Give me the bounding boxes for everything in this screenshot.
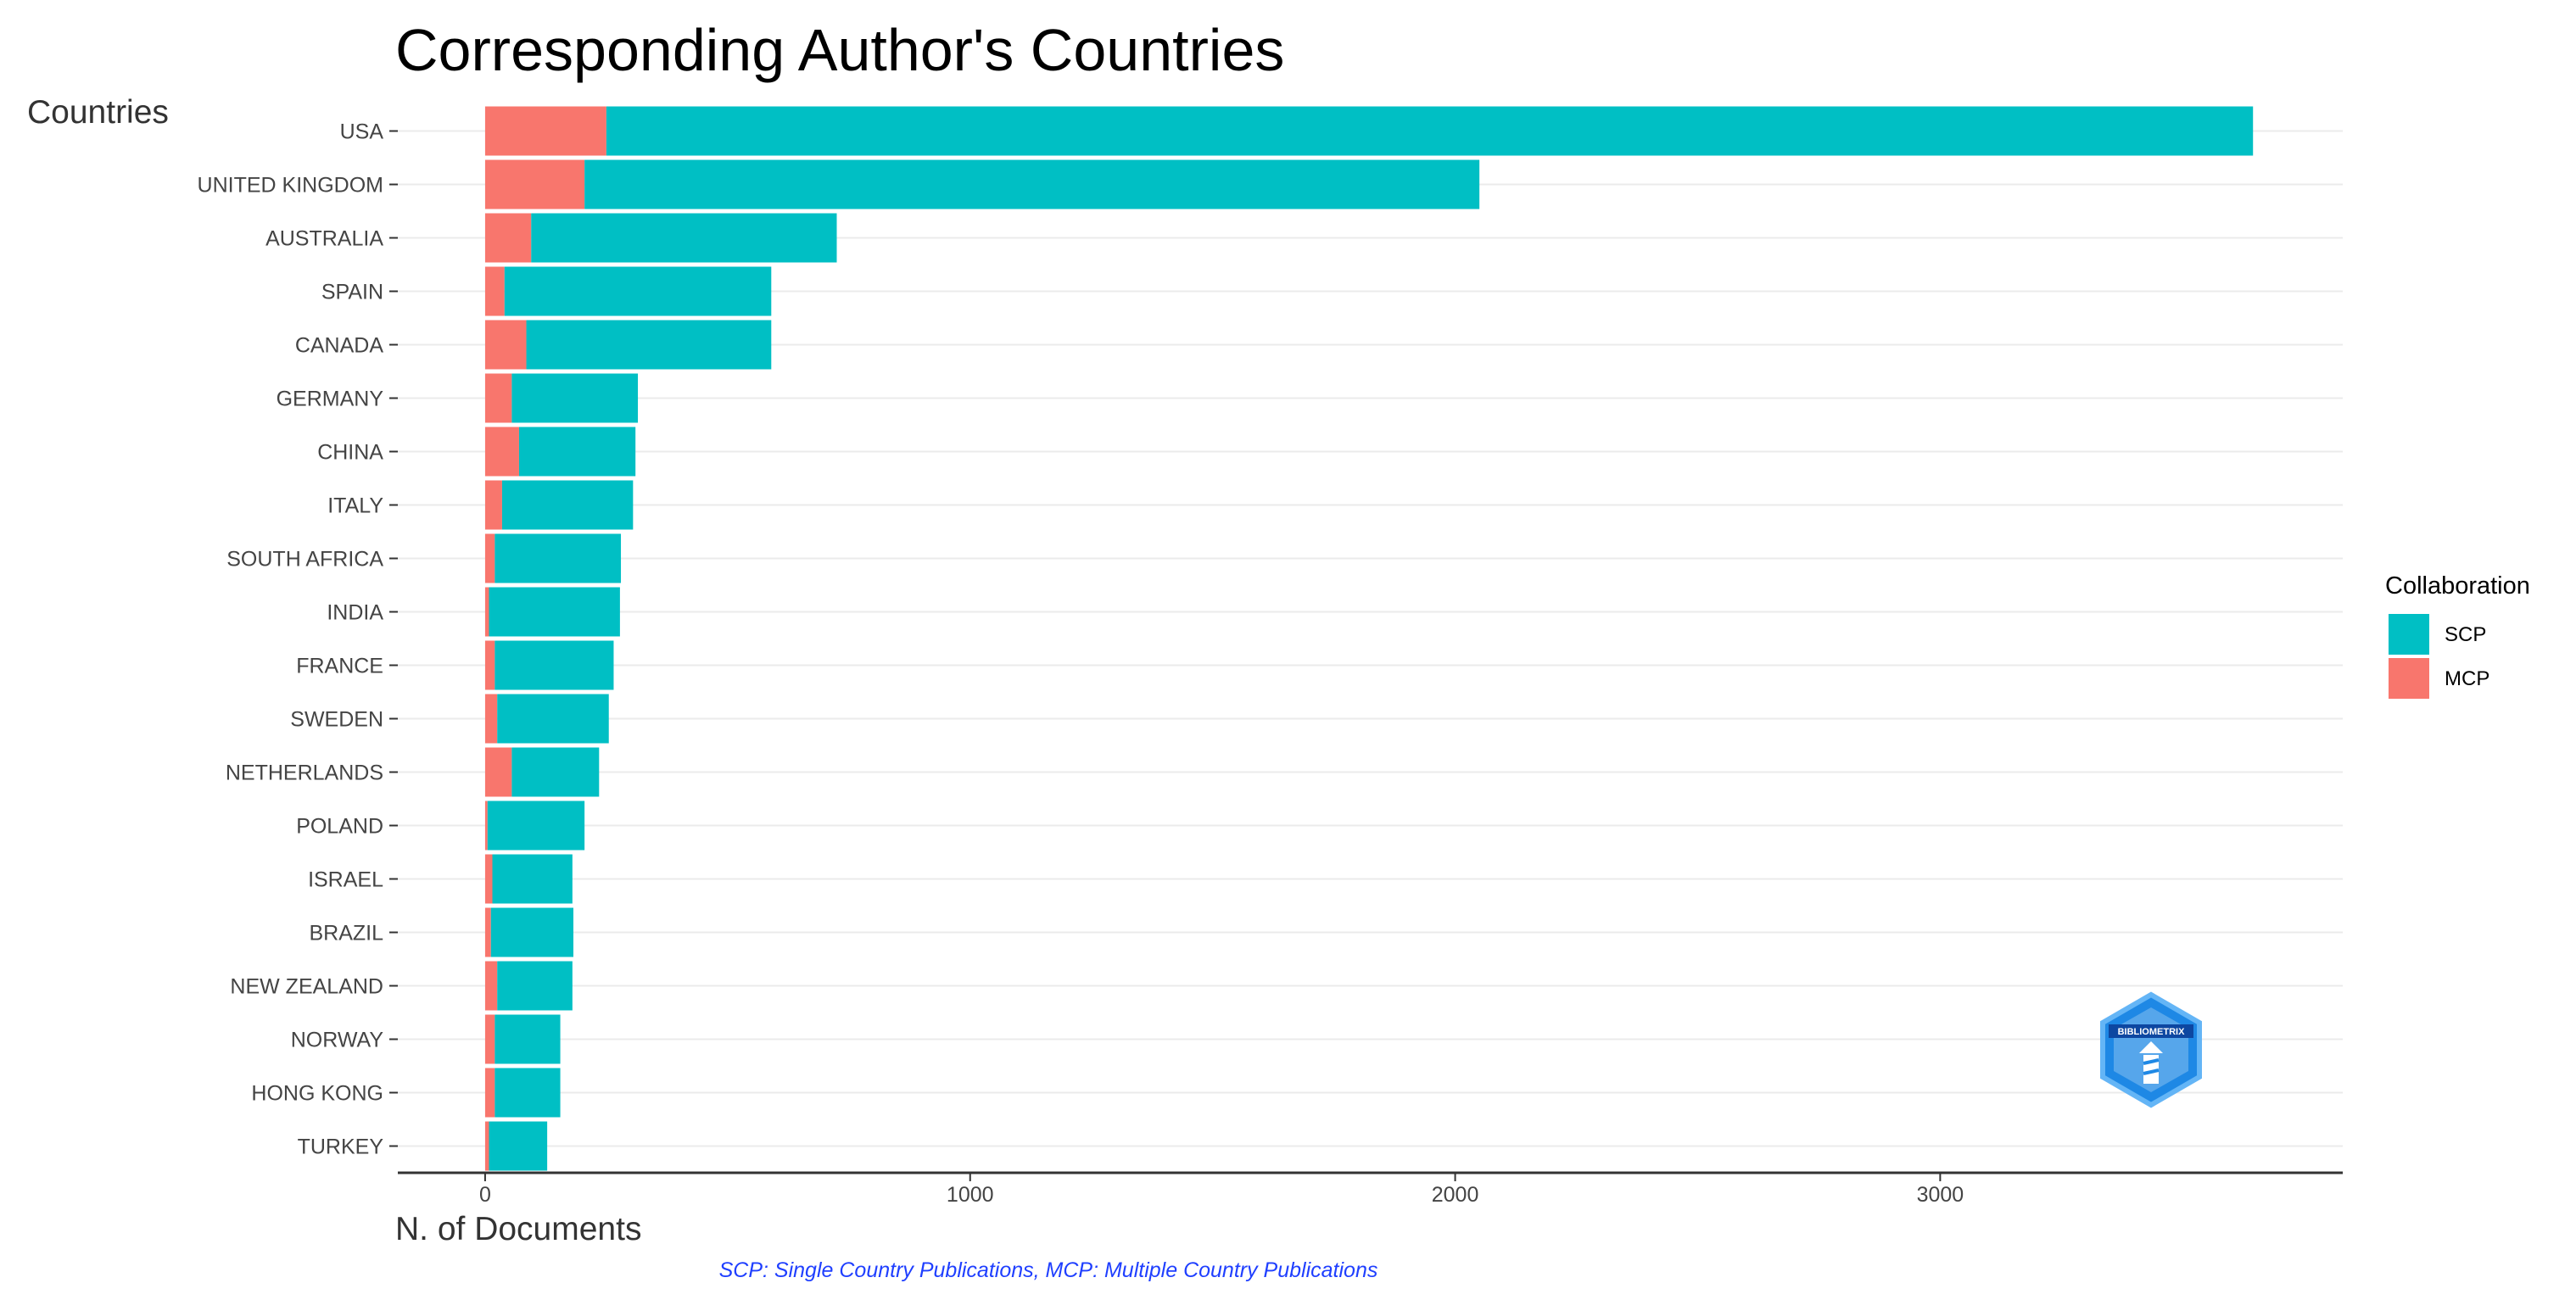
y-tick-label-france: FRANCE [296, 655, 383, 678]
bar-mcp-china [485, 427, 519, 477]
bar-mcp-india [485, 588, 489, 637]
bar-mcp-italy [485, 481, 502, 530]
svg-text:BIBLIOMETRIX: BIBLIOMETRIX [2118, 1027, 2185, 1037]
bar-scp-china [519, 427, 635, 477]
bar-mcp-usa [485, 107, 606, 156]
bar-mcp-turkey [485, 1122, 489, 1171]
bar-scp-italy [502, 481, 633, 530]
bar-mcp-poland [485, 801, 488, 851]
bar-mcp-spain [485, 267, 505, 316]
y-tick-label-hong-kong: HONG KONG [251, 1082, 383, 1106]
bar-scp-netherlands [511, 748, 599, 797]
bar-scp-india [489, 588, 620, 637]
bar-scp-hong-kong [495, 1068, 560, 1118]
y-tick-label-china: CHINA [317, 441, 383, 465]
bar-mcp-germany [485, 374, 511, 423]
bar-scp-new-zealand [497, 962, 573, 1011]
bibliometrix-logo: BIBLIOMETRIX [2103, 995, 2199, 1105]
bar-mcp-new-zealand [485, 962, 497, 1011]
bar-mcp-sweden [485, 695, 497, 744]
bar-mcp-australia [485, 214, 531, 263]
bar-scp-poland [488, 801, 584, 851]
y-tick-label-australia: AUSTRALIA [265, 227, 383, 251]
bar-scp-turkey [489, 1122, 548, 1171]
x-tick-label-2000: 2000 [1432, 1183, 1479, 1207]
x-tick-label-0: 0 [479, 1183, 491, 1207]
bar-scp-australia [531, 214, 836, 263]
bar-mcp-united-kingdom [485, 160, 584, 209]
bar-scp-canada [527, 321, 772, 370]
y-tick-label-germany: GERMANY [277, 388, 384, 411]
y-tick-label-brazil: BRAZIL [309, 922, 383, 946]
bar-scp-israel [493, 855, 573, 904]
y-tick-label-netherlands: NETHERLANDS [226, 761, 383, 785]
bar-scp-usa [606, 107, 2253, 156]
y-tick-label-italy: ITALY [327, 494, 383, 518]
x-tick-label-3000: 3000 [1917, 1183, 1964, 1207]
legend-label-mcp: MCP [2445, 667, 2489, 690]
y-tick-label-poland: POLAND [296, 815, 383, 839]
bar-mcp-hong-kong [485, 1068, 495, 1118]
y-tick-label-south-africa: SOUTH AFRICA [226, 548, 383, 572]
y-tick-label-sweden: SWEDEN [290, 708, 383, 732]
bar-scp-spain [505, 267, 772, 316]
legend-label-scp: SCP [2445, 623, 2486, 646]
bar-scp-sweden [497, 695, 609, 744]
caption: SCP: Single Country Publications, MCP: M… [719, 1258, 1378, 1282]
bar-mcp-norway [485, 1015, 495, 1064]
y-axis-ticks: USA UNITED KINGDOM AUSTRALIA SPAIN CANADA GER… [198, 120, 398, 1159]
y-tick-label-norway: NORWAY [291, 1029, 384, 1052]
legend-swatch-scp [2389, 614, 2429, 655]
bar-scp-france [495, 641, 613, 690]
bars [485, 107, 2253, 1171]
y-tick-label-united-kingdom: UNITED KINGDOM [198, 174, 383, 198]
legend-swatch-mcp [2389, 658, 2429, 699]
y-tick-label-turkey: TURKEY [298, 1135, 384, 1159]
bar-mcp-netherlands [485, 748, 511, 797]
bar-scp-norway [495, 1015, 560, 1064]
y-axis-title: Countries [27, 94, 169, 131]
bar-mcp-brazil [485, 908, 491, 957]
bar-scp-brazil [491, 908, 573, 957]
bar-scp-germany [511, 374, 638, 423]
bar-mcp-south-africa [485, 534, 495, 583]
y-tick-label-spain: SPAIN [321, 281, 383, 304]
y-tick-label-new-zealand: NEW ZEALAND [230, 975, 383, 999]
x-axis-ticks: 0 1000 2000 3000 [479, 1173, 1964, 1207]
bar-scp-united-kingdom [584, 160, 1479, 209]
bar-mcp-israel [485, 855, 493, 904]
x-tick-label-1000: 1000 [947, 1183, 994, 1207]
y-tick-label-canada: CANADA [295, 334, 384, 358]
legend-title: Collaboration [2385, 572, 2530, 600]
bar-scp-south-africa [495, 534, 621, 583]
legend: Collaboration SCP MCP [2385, 572, 2530, 699]
bar-mcp-canada [485, 321, 527, 370]
bar-mcp-france [485, 641, 495, 690]
y-tick-label-usa: USA [340, 120, 384, 144]
y-tick-label-israel: ISRAEL [308, 868, 383, 892]
y-tick-label-india: INDIA [327, 601, 383, 625]
chart-title: Corresponding Author's Countries [395, 17, 1284, 83]
x-axis-title: N. of Documents [395, 1211, 641, 1247]
